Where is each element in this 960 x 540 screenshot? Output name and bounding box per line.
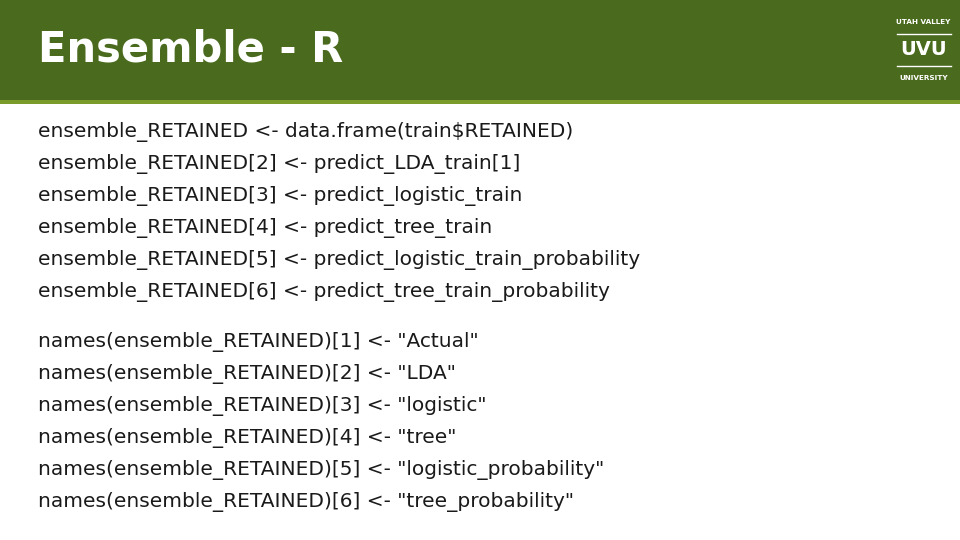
Text: ensemble_RETAINED[2] <- predict_LDA_train[1]: ensemble_RETAINED[2] <- predict_LDA_trai… (38, 154, 520, 174)
Text: ensemble_RETAINED[6] <- predict_tree_train_probability: ensemble_RETAINED[6] <- predict_tree_tra… (38, 282, 611, 302)
Text: names(ensemble_RETAINED)[4] <- "tree": names(ensemble_RETAINED)[4] <- "tree" (38, 428, 457, 448)
Bar (0, 0, 960, 100)
Text: ensemble_RETAINED[3] <- predict_logistic_train: ensemble_RETAINED[3] <- predict_logistic… (38, 186, 523, 206)
Text: names(ensemble_RETAINED)[5] <- "logistic_probability": names(ensemble_RETAINED)[5] <- "logistic… (38, 460, 605, 480)
Text: ensemble_RETAINED[5] <- predict_logistic_train_probability: ensemble_RETAINED[5] <- predict_logistic… (38, 250, 640, 270)
Bar (0, 100, 960, 104)
Text: UTAH VALLEY: UTAH VALLEY (897, 19, 950, 25)
Text: names(ensemble_RETAINED)[2] <- "LDA": names(ensemble_RETAINED)[2] <- "LDA" (38, 364, 456, 384)
Text: names(ensemble_RETAINED)[1] <- "Actual": names(ensemble_RETAINED)[1] <- "Actual" (38, 332, 479, 352)
Text: UNIVERSITY: UNIVERSITY (900, 75, 948, 81)
Text: names(ensemble_RETAINED)[6] <- "tree_probability": names(ensemble_RETAINED)[6] <- "tree_pro… (38, 492, 574, 512)
Text: UVU: UVU (900, 40, 947, 59)
Text: Ensemble - R: Ensemble - R (38, 29, 344, 71)
Text: names(ensemble_RETAINED)[3] <- "logistic": names(ensemble_RETAINED)[3] <- "logistic… (38, 396, 487, 416)
Text: ensemble_RETAINED[4] <- predict_tree_train: ensemble_RETAINED[4] <- predict_tree_tra… (38, 218, 492, 238)
Text: ensemble_RETAINED <- data.frame(train$RETAINED): ensemble_RETAINED <- data.frame(train$RE… (38, 122, 574, 142)
